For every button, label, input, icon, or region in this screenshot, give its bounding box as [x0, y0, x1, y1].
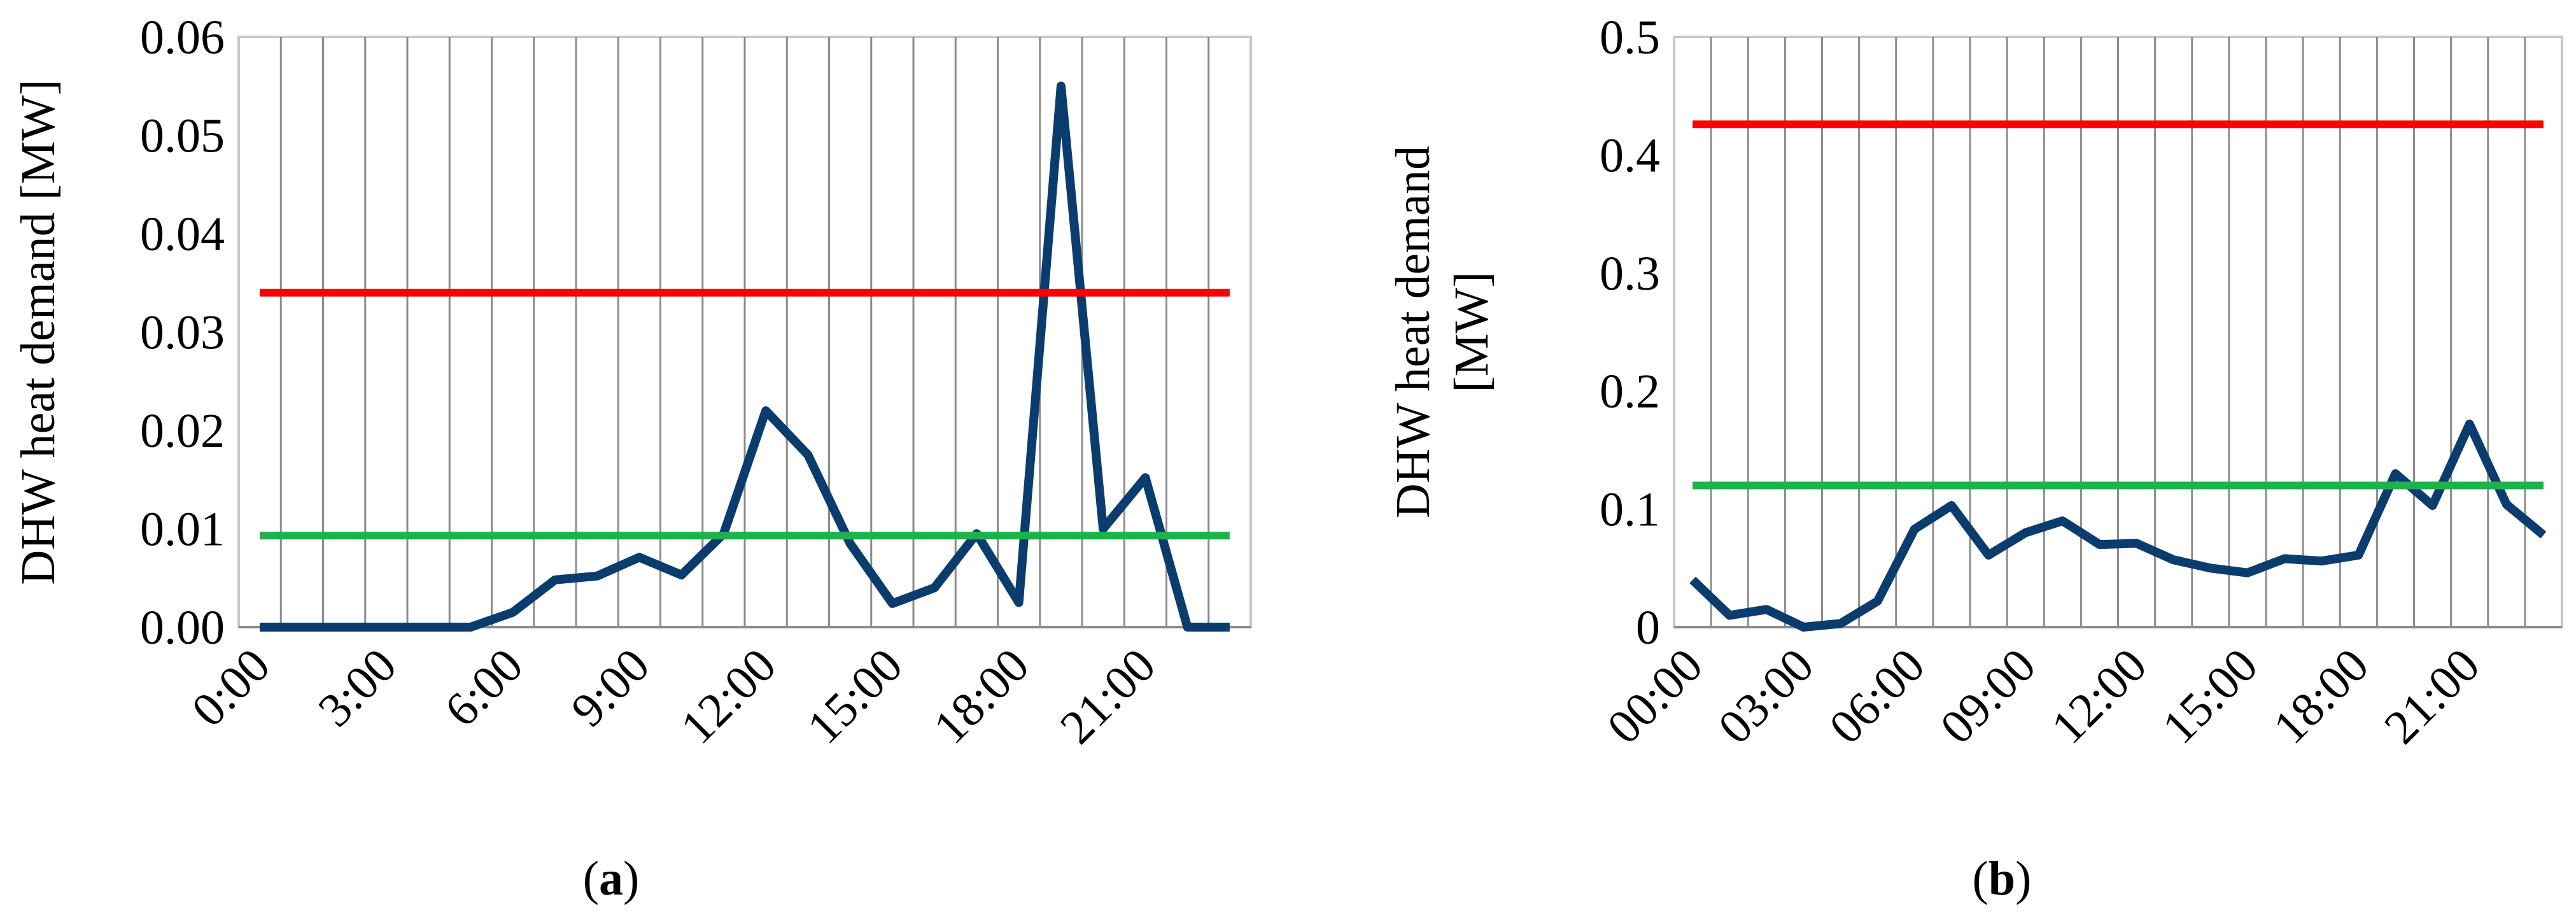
y-tick-label: 0.04	[140, 208, 225, 261]
chart-panel-b: 0 0.1 0.2 0.3 0.4 0.5 00:0003:0006:0009:0012:0…	[1386, 11, 2563, 905]
panel-caption: (b)	[1973, 852, 2032, 905]
y-tick-label: 0.4	[1600, 129, 1660, 182]
y-tick-label: 0.06	[140, 11, 225, 64]
y-tick-label: 0.1	[1600, 483, 1660, 537]
demand-series-line	[260, 81, 1230, 632]
y-tick-label: 0.00	[140, 601, 225, 655]
y-tick-label: 0.02	[140, 404, 225, 458]
y-axis-label: DHW heat demand	[1386, 146, 1440, 518]
y-tick-label: 0.3	[1600, 247, 1660, 301]
x-tick-label: 09:00	[1930, 639, 2046, 754]
x-tick-label: 21:00	[2374, 639, 2490, 754]
x-tick-label: 6:00	[435, 639, 533, 737]
chart-panel-a: 0.000.010.020.030.040.050.060:00 3:00 6:00…	[11, 11, 1252, 905]
x-tick-label: 18:00	[924, 639, 1039, 754]
x-tick-label: 9:00	[561, 639, 659, 737]
x-tick-label: 00:00	[1597, 639, 1713, 754]
y-tick-label: 0.03	[140, 306, 225, 360]
y-tick-label: 0	[1636, 601, 1660, 655]
y-axis-label-unit: [MW]	[1445, 272, 1498, 393]
x-tick-label: 03:00	[1708, 639, 1824, 754]
y-tick-label: 0.01	[140, 503, 225, 556]
y-tick-label: 0.5	[1600, 11, 1660, 64]
panel-caption: (a)	[583, 852, 640, 905]
x-tick-label: 15:00	[797, 639, 913, 754]
x-tick-label: 06:00	[1819, 639, 1935, 754]
x-tick-label: 18:00	[2263, 639, 2379, 754]
x-tick-label: 12:00	[670, 639, 786, 754]
y-axis-label: DHW heat demand [MW]	[11, 79, 65, 584]
y-tick-label: 0.2	[1600, 365, 1660, 418]
x-tick-label: 3:00	[308, 639, 407, 737]
x-tick-label: 21:00	[1050, 639, 1166, 754]
x-tick-label: 15:00	[2152, 639, 2268, 754]
x-tick-label: 12:00	[2041, 639, 2157, 754]
y-tick-label: 0.05	[140, 110, 225, 163]
demand-series-line	[1689, 420, 2547, 632]
